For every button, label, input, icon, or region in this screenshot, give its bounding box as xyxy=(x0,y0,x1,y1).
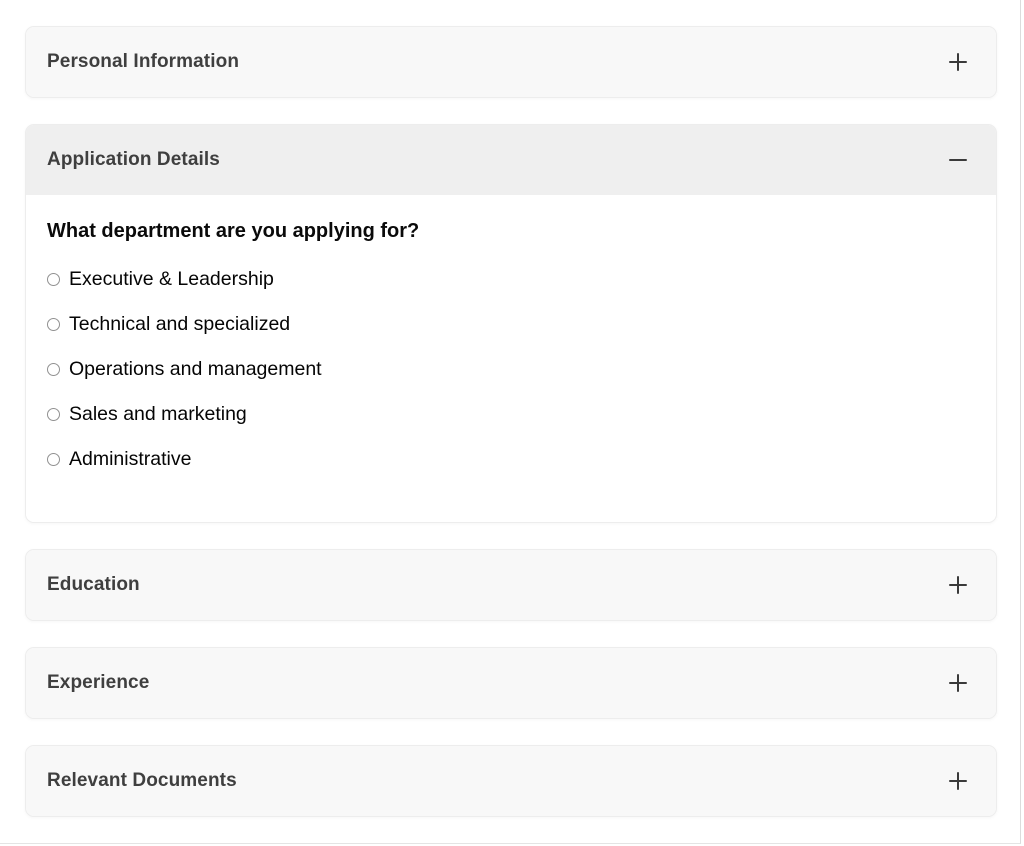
accordion-section-application-details: Application Details What department are … xyxy=(25,124,997,523)
radio-button[interactable] xyxy=(47,453,60,466)
question-label: What department are you applying for? xyxy=(47,220,420,242)
accordion-header-personal-information[interactable]: Personal Information xyxy=(26,27,996,97)
radio-button[interactable] xyxy=(47,273,60,286)
radio-button[interactable] xyxy=(47,363,60,376)
accordion-header-relevant-documents[interactable]: Relevant Documents xyxy=(26,746,996,816)
plus-icon[interactable] xyxy=(949,674,967,692)
section-title: Experience xyxy=(47,672,150,693)
radio-option-executive-leadership[interactable]: Executive & Leadership xyxy=(47,267,974,292)
accordion-section-relevant-documents: Relevant Documents xyxy=(25,745,997,817)
accordion-section-education: Education xyxy=(25,549,997,621)
accordion-header-experience[interactable]: Experience xyxy=(26,648,996,718)
accordion-header-education[interactable]: Education xyxy=(26,550,996,620)
radio-option-label: Technical and specialized xyxy=(69,313,291,335)
accordion: Personal Information Application Details… xyxy=(25,26,997,817)
section-title: Personal Information xyxy=(47,51,240,72)
plus-icon[interactable] xyxy=(949,53,967,71)
section-title: Application Details xyxy=(47,149,220,170)
radio-option-sales-marketing[interactable]: Sales and marketing xyxy=(47,402,974,427)
plus-icon[interactable] xyxy=(949,772,967,790)
radio-option-label: Sales and marketing xyxy=(69,403,247,425)
accordion-section-experience: Experience xyxy=(25,647,997,719)
radio-button[interactable] xyxy=(47,408,60,421)
application-details-body: What department are you applying for? Ex… xyxy=(26,195,996,522)
minus-icon[interactable] xyxy=(949,151,967,169)
radio-option-label: Administrative xyxy=(69,448,192,470)
accordion-section-personal-information: Personal Information xyxy=(25,26,997,98)
accordion-header-application-details[interactable]: Application Details xyxy=(26,125,996,195)
radio-button[interactable] xyxy=(47,318,60,331)
plus-icon[interactable] xyxy=(949,576,967,594)
section-title: Relevant Documents xyxy=(47,770,237,791)
radio-option-administrative[interactable]: Administrative xyxy=(47,447,974,472)
section-title: Education xyxy=(47,574,140,595)
radio-option-technical-specialized[interactable]: Technical and specialized xyxy=(47,312,974,337)
radio-option-label: Executive & Leadership xyxy=(69,268,274,290)
radio-option-label: Operations and management xyxy=(69,358,322,380)
radio-option-operations-management[interactable]: Operations and management xyxy=(47,357,974,382)
